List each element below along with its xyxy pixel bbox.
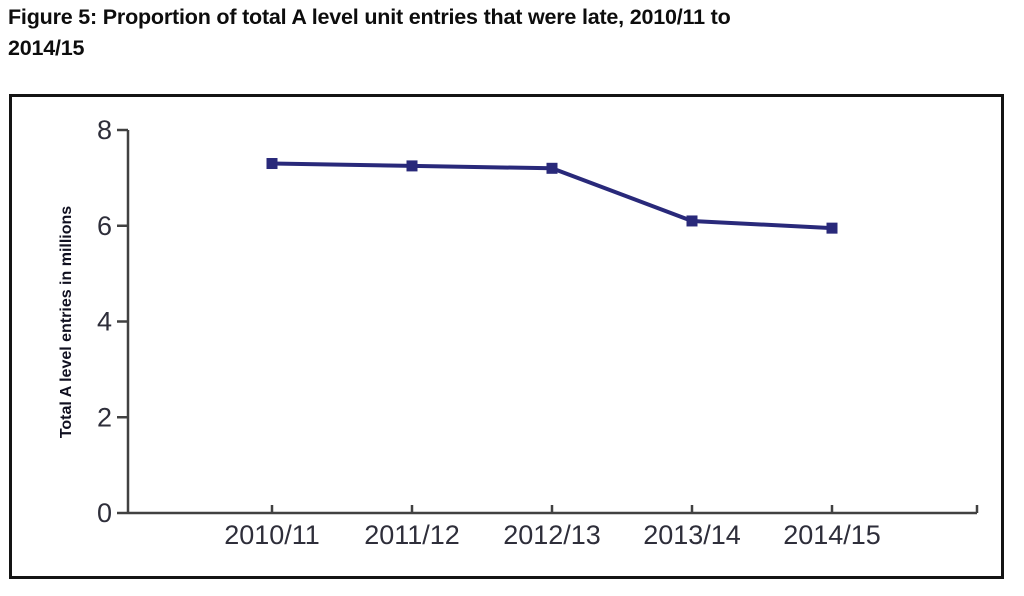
data-point-2010-11 <box>266 158 278 170</box>
x-tick-label: 2014/15 <box>783 520 881 550</box>
chart-frame: 0 2 4 6 8 2010/11 2011/12 2012/13 2013/14 2014/15… <box>9 94 1004 579</box>
y-axis-title: Total A level entries in millions <box>58 206 75 438</box>
data-point-2013-14 <box>686 215 698 227</box>
figure-title-line-2: 2014/15 <box>8 36 85 60</box>
y-tick-label: 6 <box>97 211 112 241</box>
figure-title-line-1: Figure 5: Proportion of total A level un… <box>8 5 731 29</box>
figure-title: Figure 5: Proportion of total A level un… <box>8 2 998 64</box>
x-tick-label: 2011/12 <box>364 520 460 550</box>
y-tick-label: 4 <box>97 307 112 337</box>
data-point-2011-12 <box>406 160 418 172</box>
x-tick-label: 2013/14 <box>643 520 741 550</box>
data-point-2012-13 <box>546 162 558 174</box>
x-tick-label: 2012/13 <box>503 520 601 550</box>
y-tick-label: 0 <box>97 498 112 528</box>
x-tick-label: 2010/11 <box>224 520 320 550</box>
y-tick-label: 8 <box>97 115 112 145</box>
y-tick-label: 2 <box>97 402 112 432</box>
data-point-2014-15 <box>826 222 838 234</box>
chart-canvas: 0 2 4 6 8 2010/11 2011/12 2012/13 2013/14 2014/15… <box>58 115 979 550</box>
